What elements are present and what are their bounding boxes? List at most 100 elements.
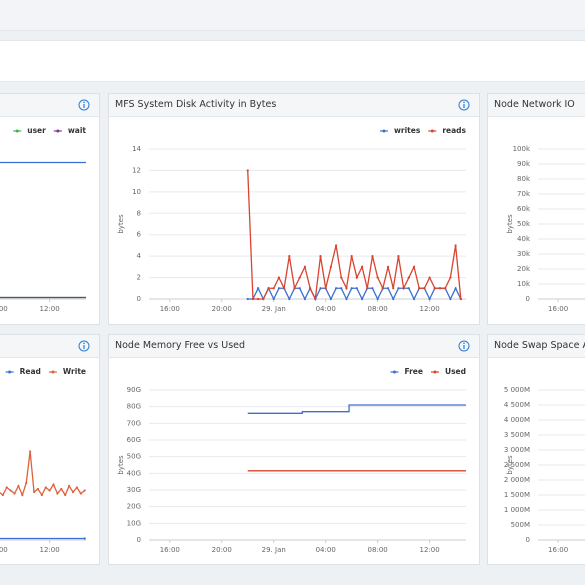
y-axis-label: bytes bbox=[117, 455, 125, 475]
y-tick-label: 50k bbox=[517, 220, 531, 228]
x-tick-label: 04:00 bbox=[316, 546, 336, 554]
x-tick-label: 16:00 bbox=[548, 546, 568, 554]
y-tick-label: 80G bbox=[127, 403, 141, 411]
legend-label: wait bbox=[68, 126, 87, 135]
x-tick-label: 20:00 bbox=[212, 305, 232, 313]
info-icon[interactable] bbox=[78, 99, 90, 111]
panel-header bbox=[0, 94, 99, 117]
chart: 0 500M 1 000M 1 500M 2 000M 2 500M 3 000M 3 500… bbox=[504, 386, 585, 554]
point bbox=[319, 255, 322, 258]
point bbox=[329, 265, 332, 268]
y-tick-label: 2 bbox=[137, 274, 141, 282]
legend-swatch bbox=[51, 370, 55, 374]
y-tick-label: 4 000M bbox=[504, 416, 530, 424]
point bbox=[13, 492, 16, 495]
y-tick-label: 90k bbox=[517, 160, 531, 168]
point bbox=[454, 287, 457, 290]
point bbox=[371, 287, 374, 290]
panel-header: Node Swap Space Ava bbox=[488, 335, 585, 358]
point bbox=[386, 287, 390, 290]
point bbox=[272, 297, 275, 301]
point bbox=[449, 276, 452, 279]
y-tick-label: 6 bbox=[137, 231, 142, 239]
y-axis-label: bytes bbox=[117, 214, 125, 234]
chart: 0 10G 20G 30G 40G 50G 60G 70G 80G 90G 16:00 20:00 29… bbox=[117, 367, 466, 554]
point bbox=[433, 287, 436, 290]
y-tick-label: 10G bbox=[127, 519, 141, 527]
info-icon[interactable] bbox=[78, 340, 90, 352]
point bbox=[9, 489, 12, 492]
panel-title: Node Network IO bbox=[494, 99, 575, 110]
point bbox=[83, 537, 86, 540]
point bbox=[56, 492, 59, 495]
y-tick-label: 70G bbox=[127, 419, 141, 427]
x-tick-label: 08:00 bbox=[368, 546, 388, 554]
y-tick-label: 20k bbox=[517, 265, 531, 273]
legend-label: writes bbox=[394, 126, 421, 135]
point bbox=[334, 287, 338, 290]
y-tick-label: 500M bbox=[511, 521, 530, 529]
x-tick-label: 16:00 bbox=[160, 546, 180, 554]
point bbox=[428, 276, 431, 279]
y-tick-label: 40G bbox=[127, 469, 141, 477]
panel-title: Node Swap Space Ava bbox=[494, 340, 585, 351]
point bbox=[246, 297, 249, 301]
point bbox=[288, 297, 291, 301]
point bbox=[366, 287, 369, 290]
point bbox=[44, 486, 47, 489]
point bbox=[438, 287, 442, 290]
point bbox=[40, 493, 43, 497]
y-tick-label: 90G bbox=[127, 386, 141, 394]
y-tick-label: 2 500M bbox=[504, 461, 530, 469]
point bbox=[459, 297, 462, 301]
chart: 0 2 4 6 8 10 12 14 16:00 20:00 29. Jan 04:00 08:00 12… bbox=[117, 126, 467, 313]
legend-label: reads bbox=[442, 126, 466, 135]
point bbox=[449, 297, 452, 301]
top-bar bbox=[0, 0, 585, 31]
point bbox=[412, 297, 416, 301]
y-tick-label: 3 000M bbox=[504, 446, 530, 454]
point bbox=[397, 255, 400, 258]
panel-header: Node Memory Free vs Used bbox=[109, 335, 479, 358]
panel: 0 2 4 6 8 10 12 14 16:00 20:00 29. Jan 04:00 08:00 12… bbox=[108, 93, 480, 325]
point bbox=[407, 276, 410, 279]
point bbox=[293, 287, 296, 290]
y-axis-label: bytes bbox=[506, 214, 514, 234]
panel: 0 500M 1 000M 1 500M 2 000M 2 500M 3 000M 3 500… bbox=[487, 334, 585, 565]
point bbox=[262, 297, 265, 301]
point bbox=[444, 287, 447, 290]
panel: 0 10k 20k 30k 40k 50k 60k 70k 80k 90k 100k 16:00 byt… bbox=[487, 93, 585, 325]
series-line bbox=[247, 404, 466, 414]
y-tick-label: 80k bbox=[517, 175, 531, 183]
point bbox=[308, 287, 312, 290]
point bbox=[36, 487, 40, 491]
point bbox=[334, 244, 338, 247]
legend-swatch bbox=[56, 129, 60, 133]
point bbox=[251, 297, 255, 301]
legend-label: Free bbox=[404, 367, 423, 376]
point bbox=[1, 493, 4, 497]
point bbox=[345, 297, 348, 301]
info-icon[interactable] bbox=[458, 340, 470, 352]
panel-header: MFS System Disk Activity in Bytes bbox=[109, 94, 479, 117]
panel-title: Node Memory Free vs Used bbox=[115, 340, 246, 351]
point bbox=[257, 287, 260, 290]
y-tick-label: 10 bbox=[132, 188, 141, 196]
x-tick-label: 29. Jan bbox=[262, 546, 286, 554]
info-icon[interactable] bbox=[458, 99, 470, 111]
y-tick-label: 0 bbox=[526, 536, 530, 544]
legend-label: Write bbox=[63, 367, 86, 376]
point bbox=[5, 486, 8, 489]
point bbox=[454, 244, 457, 247]
panel-header: Node Network IO bbox=[488, 94, 585, 117]
point bbox=[418, 287, 421, 290]
x-tick-label: 08:00 bbox=[368, 305, 388, 313]
y-tick-label: 0 bbox=[137, 536, 141, 544]
point bbox=[345, 287, 348, 290]
point bbox=[267, 287, 270, 290]
point bbox=[329, 297, 332, 301]
legend-swatch bbox=[8, 370, 12, 374]
x-tick-label: 29. Jan bbox=[262, 305, 286, 313]
y-tick-label: 60G bbox=[127, 436, 141, 444]
